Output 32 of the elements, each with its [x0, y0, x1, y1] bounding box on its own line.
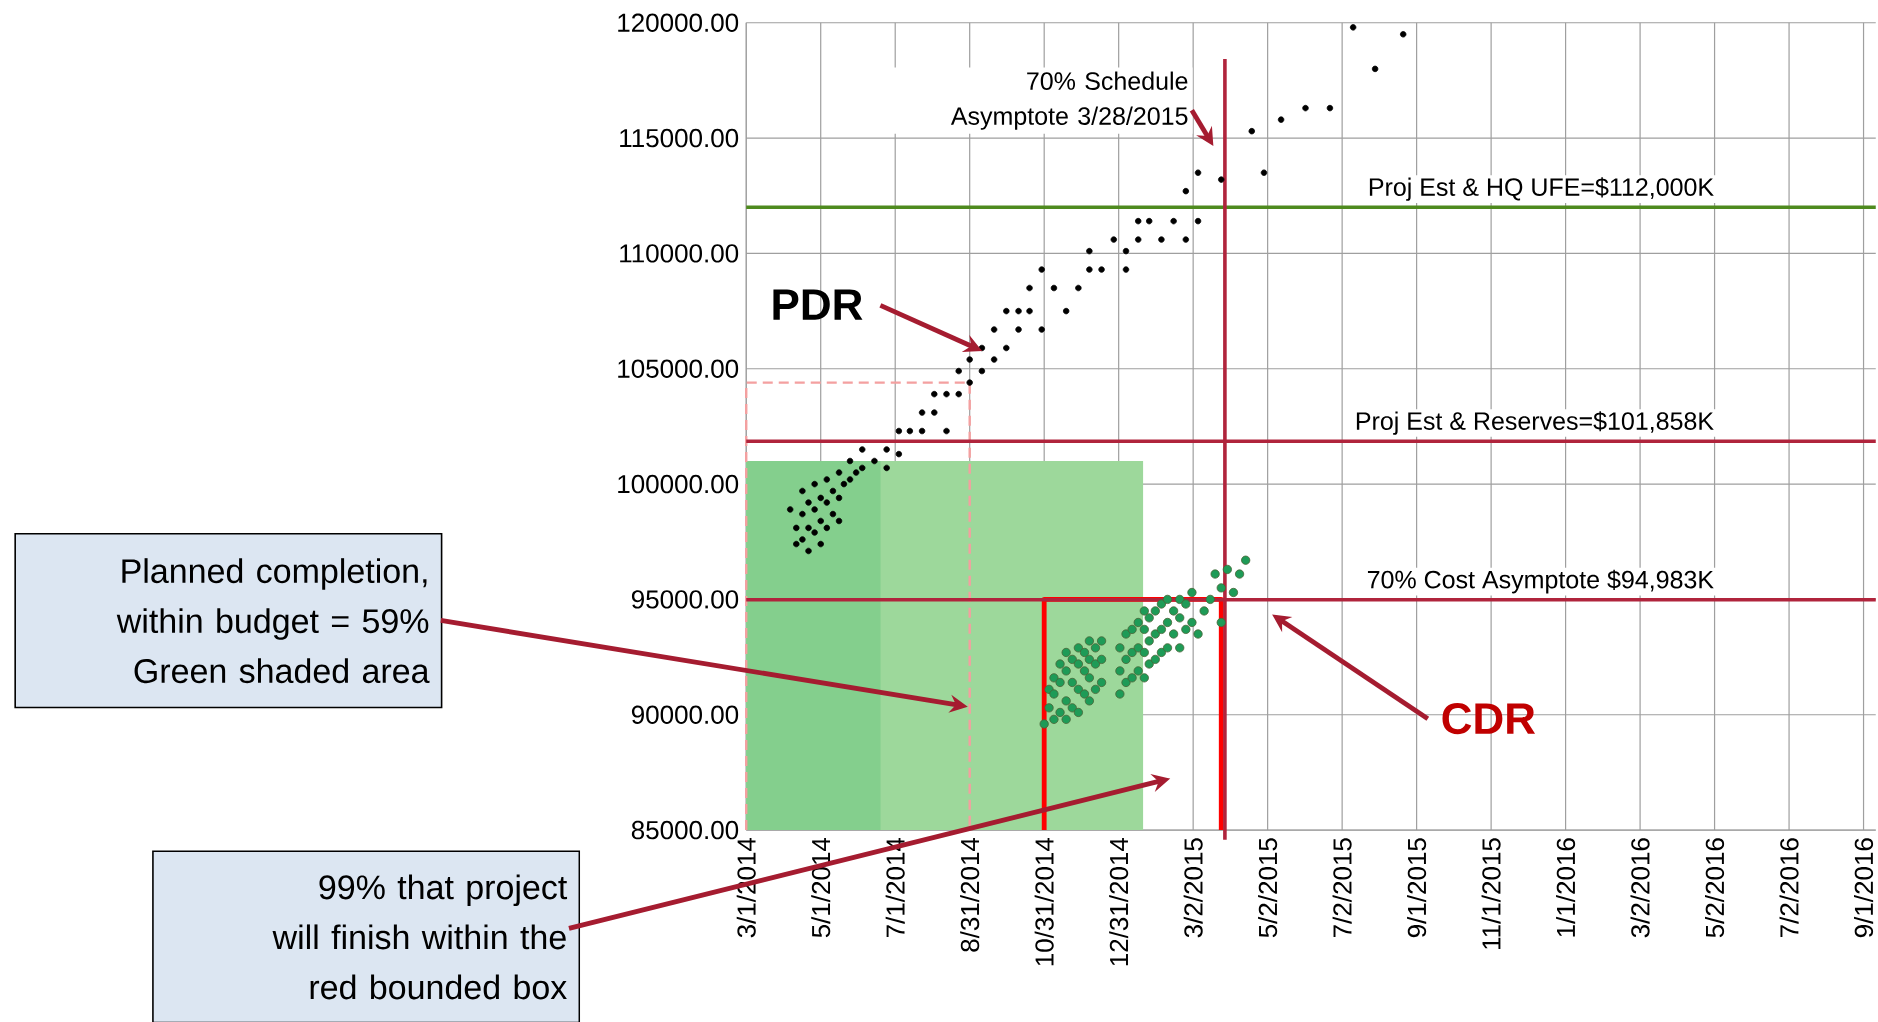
x-tick-label: 10/31/2014: [1034, 837, 1054, 966]
y-tick-label: 100000.00: [618, 474, 739, 494]
x-tick-label: 9/1/2016: [1853, 838, 1874, 938]
y-tick-label: 120000.00: [618, 13, 739, 32]
text: Planned completion, within budget = 59% Green shaded area: [116, 558, 430, 684]
x-tick-label: 8/31/2014: [960, 837, 980, 952]
x-tick-label: 7/2/2015: [1332, 838, 1352, 937]
y-tick-label: 115000.00: [620, 128, 739, 148]
x-tick-label: 3/2/2015: [1183, 838, 1203, 938]
annotation: PDR: [773, 289, 863, 320]
y-tick-label: 95000.00: [631, 590, 739, 609]
x-tick-label: 3/2/2016: [1630, 838, 1650, 938]
x-tick-label: 5/2/2016: [1705, 838, 1725, 938]
annotation: CDR: [1442, 703, 1536, 735]
ref-line-label: 70% Cost Asymptote $94,983K: [1367, 569, 1714, 594]
x-tick-label: 3/1/2014: [736, 837, 756, 938]
x-tick-label: 5/2/2015: [1258, 838, 1278, 938]
y-tick-label: 110000.00: [620, 244, 739, 263]
y-tick-label: 105000.00: [618, 359, 739, 378]
x-tick-label: 7/1/2014: [885, 837, 905, 937]
x-tick-label: 9/1/2015: [1407, 838, 1427, 938]
y-tick-label: 90000.00: [631, 705, 739, 724]
ref-line-label: Proj Est & HQ UFE=$112,000K: [1369, 177, 1714, 201]
x-tick-label: 1/1/2016: [1556, 838, 1576, 937]
x-tick-label: 7/2/2016: [1779, 838, 1799, 937]
ref-line-label: Proj Est & Reserves=$101,858K: [1356, 411, 1714, 435]
text: 99% that project will finish within the red bounded box: [272, 874, 568, 1000]
x-tick-label: 5/1/2014: [811, 837, 831, 938]
ref-line-label: 70% Schedule Asymptote 3/28/2015: [950, 71, 1188, 130]
x-tick-label: 11/1/2015: [1481, 838, 1501, 949]
x-tick-label: 12/31/2014: [1109, 837, 1129, 966]
y-tick-label: 85000.00: [631, 820, 739, 840]
